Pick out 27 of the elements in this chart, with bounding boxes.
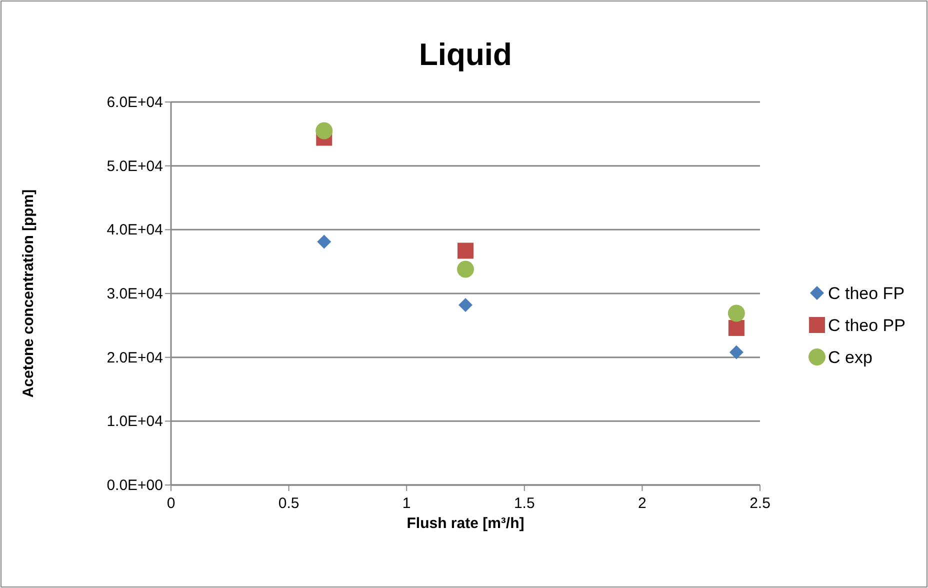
y-tick-label: 3.0E+04 xyxy=(106,286,163,302)
point xyxy=(728,320,744,336)
y-tick-label: 4.0E+04 xyxy=(106,222,163,239)
point xyxy=(458,242,474,259)
x-tick-label: 2.5 xyxy=(750,495,770,512)
y-tick-label: 0.0E+00 xyxy=(106,477,163,494)
legend-label: C theo FP xyxy=(828,284,905,303)
point xyxy=(457,260,474,278)
x-tick-label: 0 xyxy=(166,495,176,512)
x-tick-label: 1.5 xyxy=(514,495,535,512)
legend-label: C exp xyxy=(828,348,872,367)
y-tick-label: 2.0E+04 xyxy=(106,349,163,366)
y-tick-label: 5.0E+04 xyxy=(106,158,163,175)
y-axis-title: Acetone concentration [ppm] xyxy=(20,189,37,398)
point xyxy=(316,122,333,140)
y-tick-label: 1.0E+04 xyxy=(106,413,163,430)
x-tick-label: 0.5 xyxy=(278,495,300,512)
x-tick-label: 2 xyxy=(638,495,646,512)
chart-title: Liquid xyxy=(419,37,512,72)
x-tick-label: 1 xyxy=(402,495,411,512)
point xyxy=(729,345,744,360)
point xyxy=(728,304,745,322)
point xyxy=(317,234,332,249)
x-axis-title: Flush rate [m³/h] xyxy=(406,515,524,532)
legend-label: C theo PP xyxy=(828,316,906,335)
y-tick-label: 6.0E+04 xyxy=(106,94,163,111)
point xyxy=(458,298,472,312)
